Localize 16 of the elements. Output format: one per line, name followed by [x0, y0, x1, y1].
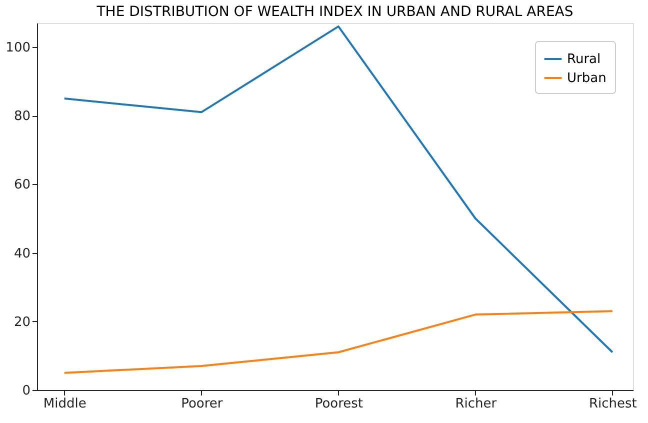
- y-tick-label: 60: [14, 178, 30, 193]
- legend-label: Rural: [567, 52, 601, 67]
- y-tick-label: 80: [14, 109, 30, 124]
- legend-label: Urban: [567, 71, 606, 86]
- line-series: [63, 25, 614, 354]
- y-tick-label: 40: [14, 246, 30, 262]
- y-tick-label: 20: [14, 314, 30, 330]
- x-tick-label: Richest: [588, 396, 637, 412]
- line-series: [63, 310, 614, 374]
- chart-title: THE DISTRIBUTION OF WEALTH INDEX IN URBAN AND RURAL AREAS: [96, 4, 574, 20]
- x-tick-label: Richer: [455, 396, 498, 412]
- y-tick-label: 0: [22, 384, 30, 398]
- y-tick-label: 100: [6, 40, 30, 56]
- x-tick-label: Poorest: [314, 396, 364, 412]
- x-tick-label: Middle: [43, 396, 86, 412]
- x-tick-label: Poorer: [181, 396, 224, 412]
